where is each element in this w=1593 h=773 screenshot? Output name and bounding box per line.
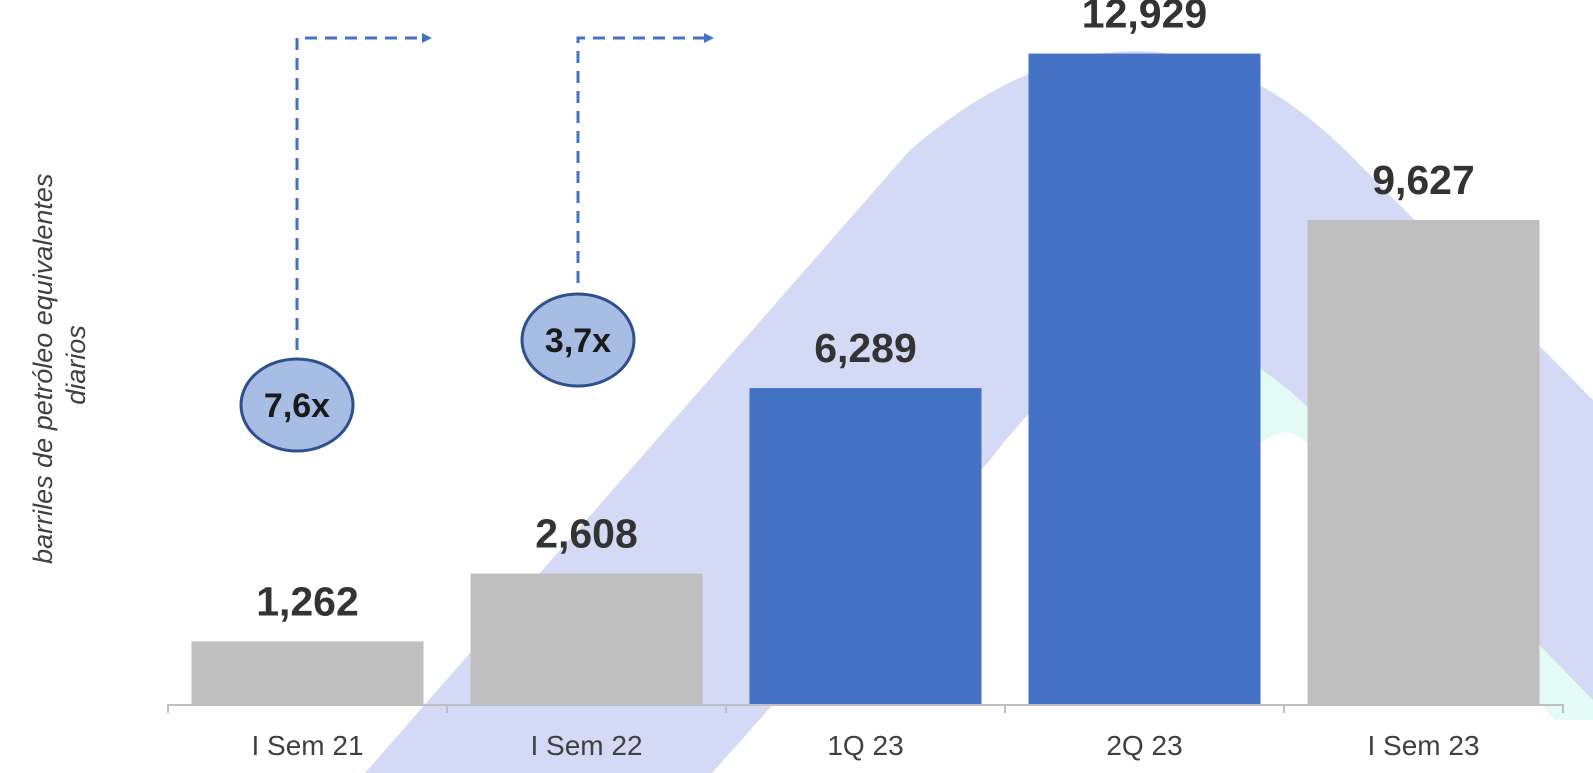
bars	[191, 53, 1540, 705]
value-label-1q-23: 6,289	[814, 325, 917, 371]
tick-label-1q-23: 1Q 23	[827, 730, 903, 761]
growth-bubble-1	[239, 357, 355, 453]
tick-label-2q-23: 2Q 23	[1106, 730, 1182, 761]
y-axis-label: barriles de petróleo equivalentes diario…	[28, 166, 91, 564]
growth-arrow-2	[576, 33, 714, 283]
value-label-i-sem-23: 9,627	[1372, 157, 1475, 203]
y-axis-label-line-2: diarios	[61, 325, 91, 405]
value-label-i-sem-22: 2,608	[535, 511, 638, 557]
growth-annotation-1: 7,6x	[239, 33, 432, 453]
growth-label-2: 3,7x	[545, 322, 611, 360]
value-labels: 1,262 2,608 6,289 12,929 9,627	[256, 0, 1475, 624]
growth-label-1: 7,6x	[264, 387, 330, 425]
tick-label-i-sem-21: I Sem 21	[251, 730, 363, 761]
bar-2q-23	[1028, 53, 1261, 705]
tick-labels: I Sem 21 I Sem 22 1Q 23 2Q 23 I Sem 23	[251, 730, 1479, 761]
value-label-2q-23: 12,929	[1082, 0, 1207, 37]
x-axis-line	[167, 704, 1564, 713]
growth-annotation-2: 3,7x	[520, 33, 714, 388]
bar-1q-23	[749, 388, 982, 705]
value-label-i-sem-21: 1,262	[256, 578, 359, 624]
x-axis	[167, 704, 1564, 713]
bar-i-sem-22	[470, 573, 703, 705]
bar-i-sem-21	[191, 641, 424, 705]
tick-label-i-sem-23: I Sem 23	[1367, 730, 1479, 761]
tick-label-i-sem-22: I Sem 22	[530, 730, 642, 761]
y-axis-label-line-1: barriles de petróleo equivalentes	[28, 174, 58, 564]
bar-i-sem-23	[1307, 219, 1540, 705]
growth-arrow-1	[295, 33, 432, 350]
growth-bubble-2	[520, 292, 636, 388]
